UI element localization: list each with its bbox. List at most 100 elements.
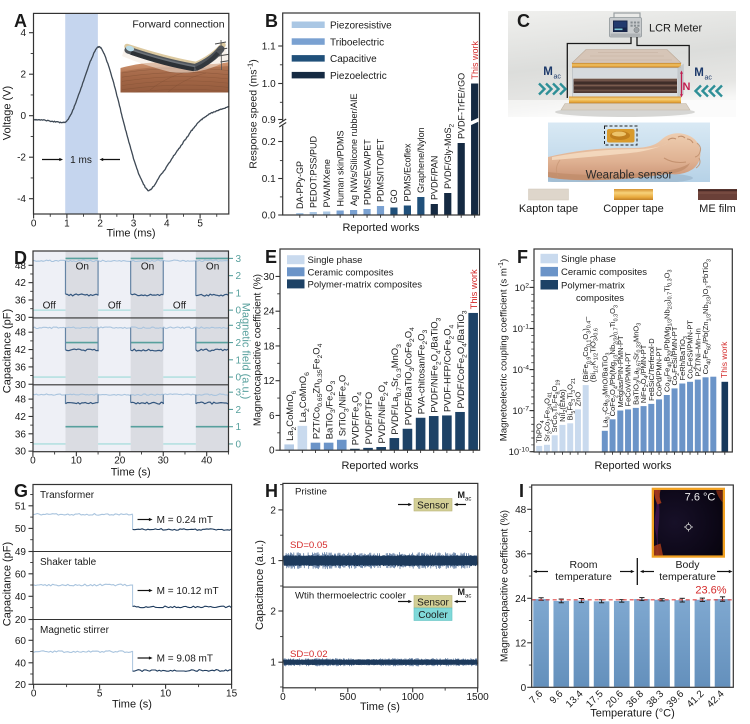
svg-text:Response speed (ms-1​): Response speed (ms-1​) — [246, 59, 260, 168]
svg-text:PZT/Ni–Mn–In: PZT/Ni–Mn–In — [693, 328, 702, 376]
svg-text:Sensor: Sensor — [417, 598, 449, 609]
svg-text:This work: This work — [470, 41, 480, 80]
svg-text:D: D — [14, 248, 27, 268]
svg-text:SD=0.02: SD=0.02 — [290, 649, 328, 660]
svg-text:5: 5 — [197, 218, 203, 229]
svg-text:BaTiO3​/La0.67​Sr0.33​MnO3​: BaTiO3​/La0.67​Sr0.33​MnO3​ — [631, 323, 642, 405]
svg-text:Magnetic stirrer: Magnetic stirrer — [40, 625, 110, 636]
svg-text:51: 51 — [15, 501, 27, 512]
svg-text:Cooler: Cooler — [418, 610, 448, 621]
svg-text:0.1: 0.1 — [262, 174, 276, 185]
svg-text:18: 18 — [263, 341, 275, 352]
svg-text:Bi5​Fe3​Ti3​O21​: Bi5​Fe3​Ti3​O21​ — [566, 378, 577, 420]
svg-text:Time (s): Time (s) — [360, 701, 400, 713]
svg-text:Temperature (°C): Temperature (°C) — [590, 708, 674, 720]
svg-text:Capacitance (a.u.): Capacitance (a.u.) — [254, 540, 266, 630]
svg-text:Reported works: Reported works — [594, 460, 672, 472]
svg-text:30: 30 — [15, 447, 27, 458]
svg-text:0: 0 — [280, 692, 286, 703]
svg-text:ac: ac — [554, 74, 562, 81]
svg-text:36: 36 — [515, 549, 527, 560]
svg-text:Magnetic field (a.u.): Magnetic field (a.u.) — [240, 303, 252, 400]
svg-text:Human skin/PDMS: Human skin/PDMS — [335, 131, 345, 207]
svg-text:3: 3 — [236, 388, 242, 399]
svg-text:30: 30 — [263, 272, 275, 283]
svg-text:PEDOT:PSS/PUD: PEDOT:PSS/PUD — [308, 136, 318, 209]
svg-text:1: 1 — [270, 556, 276, 567]
svg-text:(Bi1/2​K1/2​TiO3​)0.6​: (Bi1/2​K1/2​TiO3​)0.6​ — [588, 328, 599, 382]
svg-text:2: 2 — [236, 338, 242, 349]
svg-text:Capacitance (pF): Capacitance (pF) — [2, 542, 14, 626]
svg-text:12: 12 — [263, 376, 275, 387]
svg-text:NiI2​(EMo): NiI2​(EMo) — [558, 389, 569, 422]
svg-text:Copper tape: Copper tape — [603, 203, 664, 215]
svg-text:M = 9.08 mT: M = 9.08 mT — [157, 654, 213, 665]
svg-text:1.1: 1.1 — [262, 42, 276, 53]
svg-text:10-4​: 10-4​ — [512, 365, 529, 377]
svg-text:Co2​FeSi/PMN-PT: Co2​FeSi/PMN-PT — [686, 320, 697, 379]
svg-text:This work: This work — [719, 341, 729, 378]
svg-text:0.0: 0.0 — [262, 211, 276, 222]
svg-text:1: 1 — [64, 218, 70, 229]
svg-text:This work: This work — [468, 269, 479, 309]
svg-text:10-10​: 10-10​ — [509, 447, 530, 459]
svg-text:PDMS/Ecoflex: PDMS/Ecoflex — [403, 143, 413, 202]
svg-text:Room: Room — [569, 559, 597, 571]
svg-text:0: 0 — [236, 373, 242, 384]
svg-text:Ceramic composites: Ceramic composites — [308, 267, 394, 278]
svg-text:4: 4 — [164, 218, 170, 229]
svg-text:On: On — [141, 262, 154, 273]
svg-text:ac: ac — [465, 594, 471, 600]
svg-text:PVDF/NiFe2​O4​: PVDF/NiFe2​O4​ — [376, 381, 390, 443]
svg-text:-2: -2 — [17, 153, 26, 164]
svg-text:PZT/Co0.65​Zn0.35​Fe2​O4​: PZT/Co0.65​Zn0.35​Fe2​O4​ — [310, 343, 324, 439]
svg-text:A: A — [14, 11, 27, 31]
svg-text:M = 10.12 mT: M = 10.12 mT — [157, 586, 219, 597]
svg-text:10: 10 — [160, 689, 172, 700]
svg-text:42: 42 — [15, 278, 27, 289]
svg-text:48: 48 — [15, 395, 27, 406]
svg-text:48: 48 — [515, 505, 527, 516]
svg-text:1: 1 — [270, 658, 276, 669]
svg-text:M: M — [543, 66, 553, 78]
svg-text:Sensor: Sensor — [417, 501, 449, 512]
svg-text:50: 50 — [15, 524, 27, 535]
svg-text:0.2: 0.2 — [262, 137, 276, 148]
svg-text:6: 6 — [269, 411, 275, 422]
svg-text:PVDF-TrFE/rGO: PVDF-TrFE/rGO — [456, 73, 466, 139]
svg-text:ac: ac — [465, 497, 471, 503]
svg-text:1: 1 — [236, 355, 242, 366]
svg-text:Off: Off — [108, 301, 121, 312]
svg-text:Single phase: Single phase — [561, 254, 616, 265]
svg-text:Single phase: Single phase — [308, 255, 363, 266]
svg-text:FeCoV/PMN-PT: FeCoV/PMN-PT — [624, 352, 633, 407]
svg-text:F: F — [517, 247, 528, 267]
svg-text:10: 10 — [71, 456, 83, 467]
svg-text:3: 3 — [236, 254, 242, 265]
svg-text:PVDF/CoFe2​O4​/BaTiO3​: PVDF/CoFe2​O4​/BaTiO3​ — [455, 310, 469, 408]
svg-text:2: 2 — [270, 607, 276, 618]
svg-text:30: 30 — [158, 456, 170, 467]
svg-text:12: 12 — [515, 638, 527, 649]
svg-text:PVA/MXene: PVA/MXene — [322, 159, 332, 207]
svg-text:C: C — [517, 11, 530, 31]
svg-text:Transformer: Transformer — [40, 490, 95, 501]
svg-text:Polymer-matrix composites: Polymer-matrix composites — [308, 279, 423, 290]
svg-text:Shaker table: Shaker table — [40, 557, 97, 568]
svg-text:2: 2 — [236, 405, 242, 416]
svg-text:M = 0.24 mT: M = 0.24 mT — [157, 515, 213, 526]
svg-text:0: 0 — [521, 683, 527, 694]
svg-text:temperature: temperature — [659, 571, 716, 583]
svg-text:PVDF/BaTiO3​/CoFe2​O4​: PVDF/BaTiO3​/CoFe2​O4​ — [402, 327, 416, 425]
svg-text:DA-PPy-GP: DA-PPy-GP — [295, 161, 305, 209]
svg-text:30: 30 — [15, 380, 27, 391]
svg-text:PVDF/PTFO: PVDF/PTFO — [363, 392, 374, 445]
svg-text:2: 2 — [236, 271, 242, 282]
svg-text:Piezoelectric: Piezoelectric — [330, 71, 387, 82]
svg-text:Voltage (V): Voltage (V) — [2, 86, 14, 140]
svg-text:4: 4 — [20, 28, 26, 39]
svg-text:Magnetoelectric coupling coeff: Magnetoelectric coupling coefficient (s … — [498, 259, 510, 441]
svg-text:Body: Body — [676, 559, 701, 571]
svg-text:Time (s): Time (s) — [111, 467, 151, 479]
svg-text:3: 3 — [131, 218, 137, 229]
